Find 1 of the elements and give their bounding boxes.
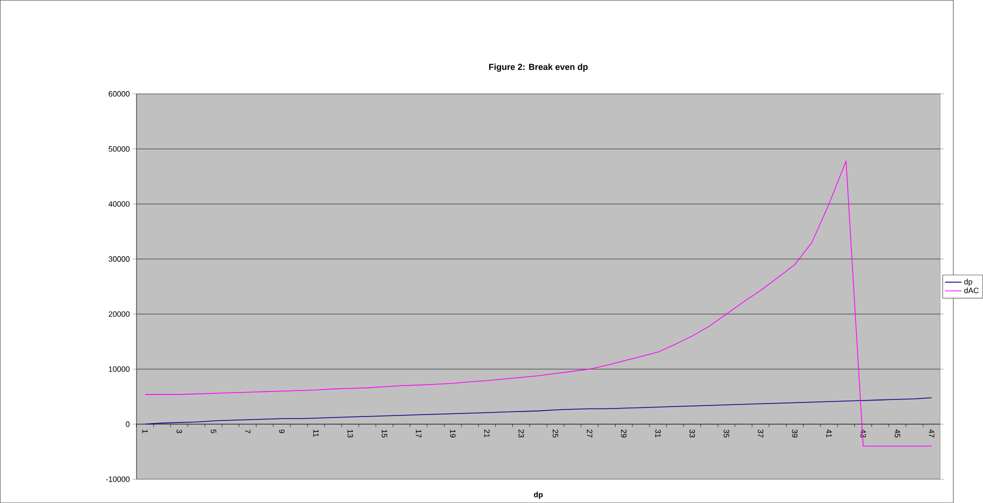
chart-title: Figure 2: Break even dp — [489, 64, 588, 72]
